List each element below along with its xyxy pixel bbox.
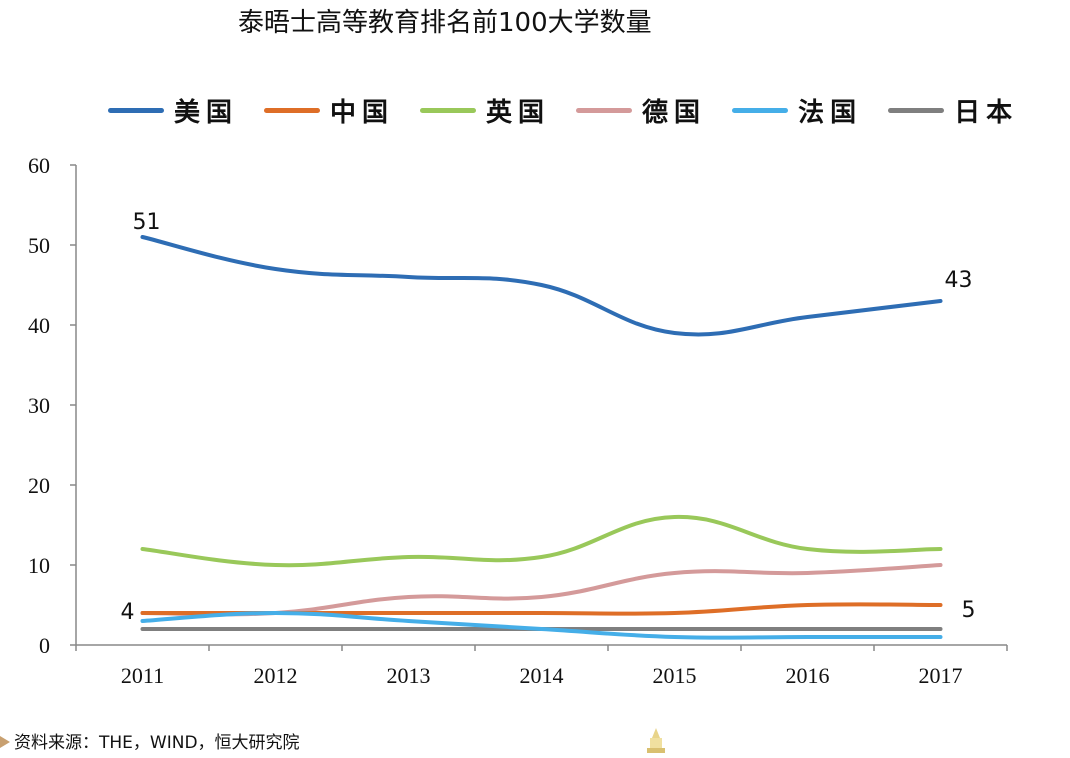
y-tick-label: 60 — [28, 153, 50, 178]
y-tick-label: 30 — [28, 393, 50, 418]
data-label: 4 — [121, 600, 135, 625]
chart-legend: 美国 中国 英国 德国 法国 日本 — [108, 92, 1044, 129]
legend-label-usa: 美国 — [174, 98, 239, 128]
chart-title: 泰晤士高等教育排名前100大学数量 — [238, 8, 652, 38]
x-tick-label: 2014 — [520, 663, 564, 688]
legend-swatch-france — [732, 108, 789, 113]
legend-label-uk: 英国 — [486, 98, 551, 128]
y-tick-label: 50 — [28, 233, 50, 258]
x-tick-label: 2013 — [387, 663, 431, 688]
series-line-2 — [140, 514, 943, 568]
data-label: 51 — [133, 210, 161, 235]
legend-swatch-uk — [420, 108, 477, 113]
legend-item-usa: 美国 — [108, 92, 238, 129]
legend-item-china: 中国 — [264, 92, 394, 129]
legend-item-france: 法国 — [732, 92, 862, 129]
series-line-3 — [140, 563, 943, 617]
legend-item-uk: 英国 — [420, 92, 550, 129]
source-arrow-icon — [0, 736, 10, 748]
line-chart: 0 10 20 30 40 50 60 2011 2012 2013 2014 2015 2016 201… — [28, 153, 1008, 688]
legend-swatch-japan — [888, 108, 945, 113]
data-label: 5 — [962, 598, 976, 623]
legend-swatch-germany — [576, 108, 633, 113]
legend-swatch-usa — [108, 108, 164, 113]
legend-label-germany: 德国 — [642, 98, 707, 128]
legend-label-japan: 日本 — [954, 98, 1019, 128]
y-tick-label: 40 — [28, 313, 50, 338]
x-tick-label: 2012 — [254, 663, 298, 688]
series-line-4 — [140, 611, 943, 640]
x-tick-label: 2015 — [653, 663, 697, 688]
y-tick-label: 0 — [39, 633, 50, 658]
y-tick-label: 10 — [28, 553, 50, 578]
data-label: 43 — [945, 268, 973, 293]
y-tick-label: 20 — [28, 473, 50, 498]
source-note: 资料来源：THE，WIND，恒大研究院 — [14, 733, 300, 753]
legend-item-japan: 日本 — [888, 92, 1018, 129]
x-tick-label: 2011 — [121, 663, 164, 688]
legend-item-germany: 德国 — [576, 92, 706, 129]
series-line-0 — [140, 235, 943, 337]
x-tick-label: 2017 — [919, 663, 963, 688]
legend-label-france: 法国 — [798, 98, 863, 128]
legend-swatch-china — [264, 108, 321, 113]
x-tick-label: 2016 — [786, 663, 830, 688]
legend-label-china: 中国 — [330, 98, 395, 128]
logo-icon — [647, 728, 665, 753]
